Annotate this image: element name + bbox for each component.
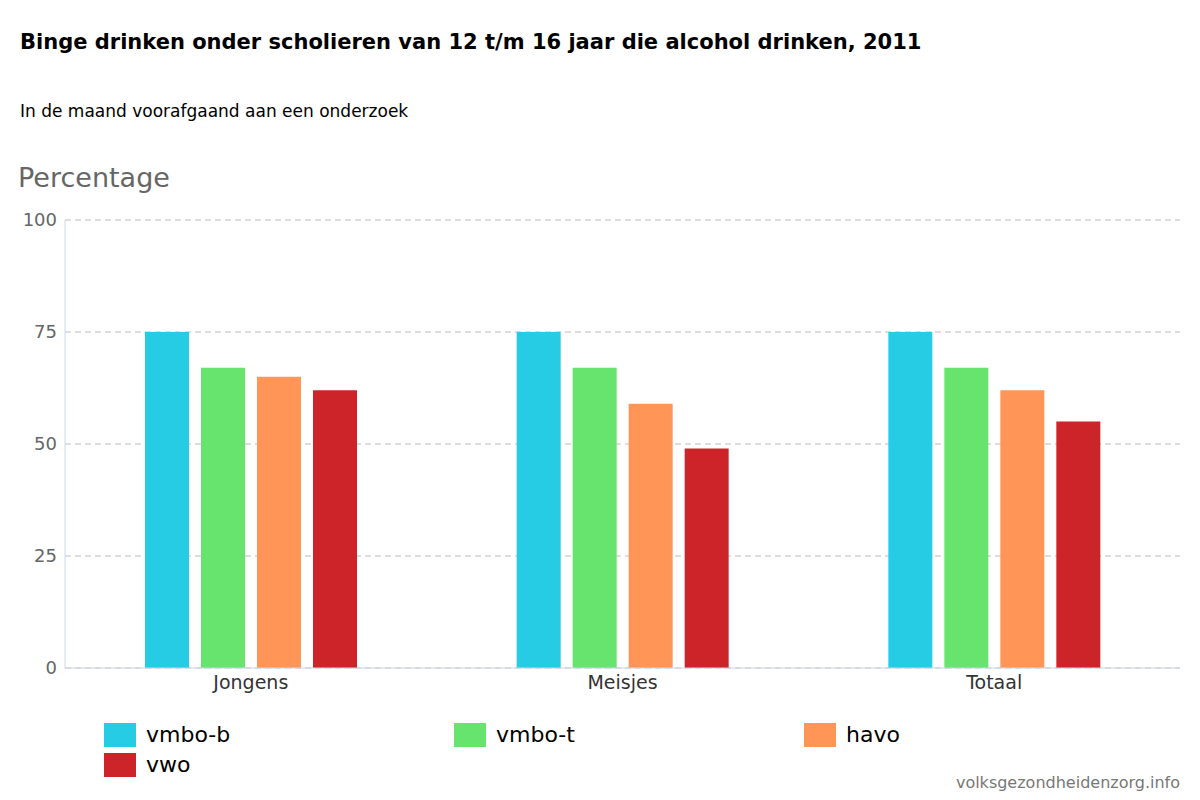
svg-text:100: 100: [23, 209, 57, 230]
svg-text:Meisjes: Meisjes: [587, 671, 657, 693]
svg-text:0: 0: [46, 657, 57, 678]
svg-text:75: 75: [34, 321, 57, 342]
html-text:vmbo-b: vmbo-b: [146, 722, 231, 747]
html-text:Binge drinken onder scholieren: Binge drinken onder scholieren van 12 t/…: [20, 30, 922, 54]
html-text:volksgezondheidenzorg.info: volksgezondheidenzorg.info: [955, 773, 1180, 792]
html-text:Percentage: Percentage: [18, 162, 170, 193]
svg-text:Totaal: Totaal: [965, 671, 1022, 693]
html-text:In de maand voorafgaand aan ee: In de maand voorafgaand aan een onderzoe…: [20, 101, 409, 121]
svg-text:50: 50: [34, 433, 57, 454]
html-text:vwo: vwo: [146, 752, 191, 777]
svg-text:Jongens: Jongens: [212, 671, 288, 693]
html-text:havo: havo: [846, 722, 900, 747]
html-text:vmbo-t: vmbo-t: [496, 722, 575, 747]
svg-text:25: 25: [34, 545, 57, 566]
